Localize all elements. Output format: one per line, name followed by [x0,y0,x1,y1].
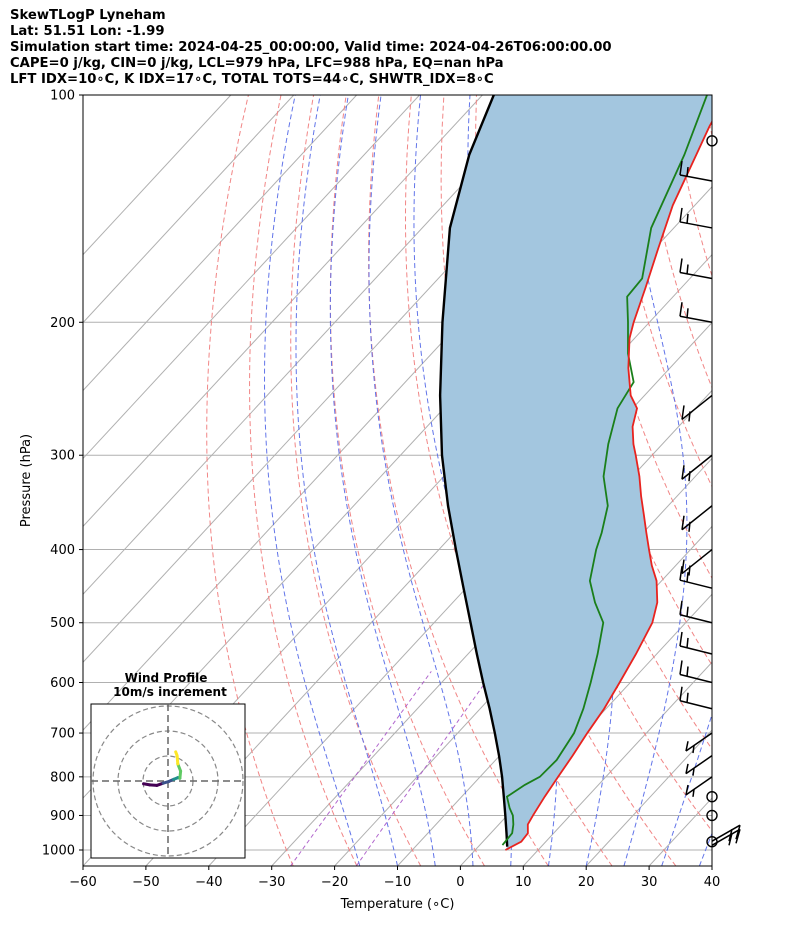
dry-adiabat [290,95,422,866]
wind-barb [681,548,713,576]
y-tick-label: 200 [50,316,75,331]
y-tick-label: 800 [50,770,75,785]
hodograph-trace-segment [174,750,179,758]
dry-adiabat [606,95,712,488]
wind-barb [685,732,713,754]
wind-barb [711,828,741,846]
moist-adiabat [368,95,474,866]
isotherm-gridline [83,95,232,256]
index-line: LFT IDX=10∘C, K IDX=17∘C, TOTAL TOTS=44∘… [10,72,494,87]
isotherm-gridline [83,95,420,460]
isotherm-gridline [83,95,295,324]
moist-adiabat [698,832,712,866]
moist-adiabat [750,95,794,866]
x-tick-label: 30 [641,875,658,890]
wind-barb [711,824,741,842]
x-tick-label: −40 [195,875,222,890]
time-line: Simulation start time: 2024-04-25_00:00:… [10,40,612,55]
hodograph-title: Wind Profile [125,671,208,685]
x-tick-label: −30 [258,875,285,890]
wind-barb [685,776,713,797]
x-tick-label: −10 [384,875,411,890]
y-axis-label: Pressure (hPa) [19,434,34,527]
cin-shading [440,95,712,850]
x-tick-label: −50 [132,875,159,890]
wind-barb [706,791,718,803]
moist-adiabat [661,712,712,866]
wind-barb [679,302,713,324]
moist-adiabat [329,95,436,866]
stability-line: CAPE=0 j/kg, CIN=0 j/kg, LCL=979 hPa, LF… [10,56,504,71]
isotherm-gridline [83,95,483,528]
moist-adiabat [295,95,398,866]
wind-barb [681,394,713,422]
dry-adiabat [206,95,294,866]
y-tick-label: 100 [50,89,75,104]
wind-barb [706,809,718,822]
dry-adiabat [770,95,794,866]
y-tick-label: 700 [50,727,75,742]
x-tick-label: −60 [69,875,96,890]
dry-adiabat [704,95,712,139]
wind-barb [681,454,713,482]
dry-adiabat [249,95,358,866]
isotherm-gridline [334,457,712,866]
wind-barb [679,631,713,655]
location-line: Lat: 51.51 Lon: -1.99 [10,24,165,39]
mixing-ratio-line [290,671,432,866]
x-tick-label: 40 [704,875,721,890]
wind-barb [679,660,713,684]
dewpoint-line [501,95,708,846]
wind-barb [679,600,713,624]
dry-adiabat [329,95,485,866]
y-tick-label: 600 [50,676,75,691]
y-tick-label: 300 [50,449,75,464]
wind-barb [706,135,718,147]
wind-barb [679,566,713,589]
moist-adiabat [620,95,688,866]
plot-area [83,95,794,866]
x-tick-label: −20 [321,875,348,890]
isotherm-gridline [522,661,712,866]
y-tick-label: 400 [50,543,75,558]
wind-barb [681,505,713,532]
wind-barb [679,207,713,229]
x-tick-label: 10 [515,875,532,890]
parcel-profile-line [438,95,509,847]
x-tick-label: 20 [578,875,595,890]
wind-barb [679,258,713,280]
chart-header: SkewTLogP Lyneham Lat: 51.51 Lon: -1.99 … [10,8,612,88]
x-tick-label: 0 [456,875,464,890]
y-tick-label: 900 [50,809,75,824]
x-axis-label: Temperature (∘C) [340,897,455,912]
temperature-line [504,120,712,851]
wind-barb [679,686,713,710]
wind-barb [679,160,713,182]
isotherm-gridline [83,95,546,596]
isotherm-gridline [711,865,712,866]
dry-adiabat [737,95,794,866]
chart-title: SkewTLogP Lyneham [10,8,166,23]
wind-barb [685,755,713,776]
mixing-ratio-line [355,671,494,866]
y-tick-label: 1000 [42,844,75,859]
isotherm-gridline [83,95,358,392]
y-tick-label: 500 [50,616,75,631]
hodograph-subtitle: 10m/s increment [113,685,227,699]
